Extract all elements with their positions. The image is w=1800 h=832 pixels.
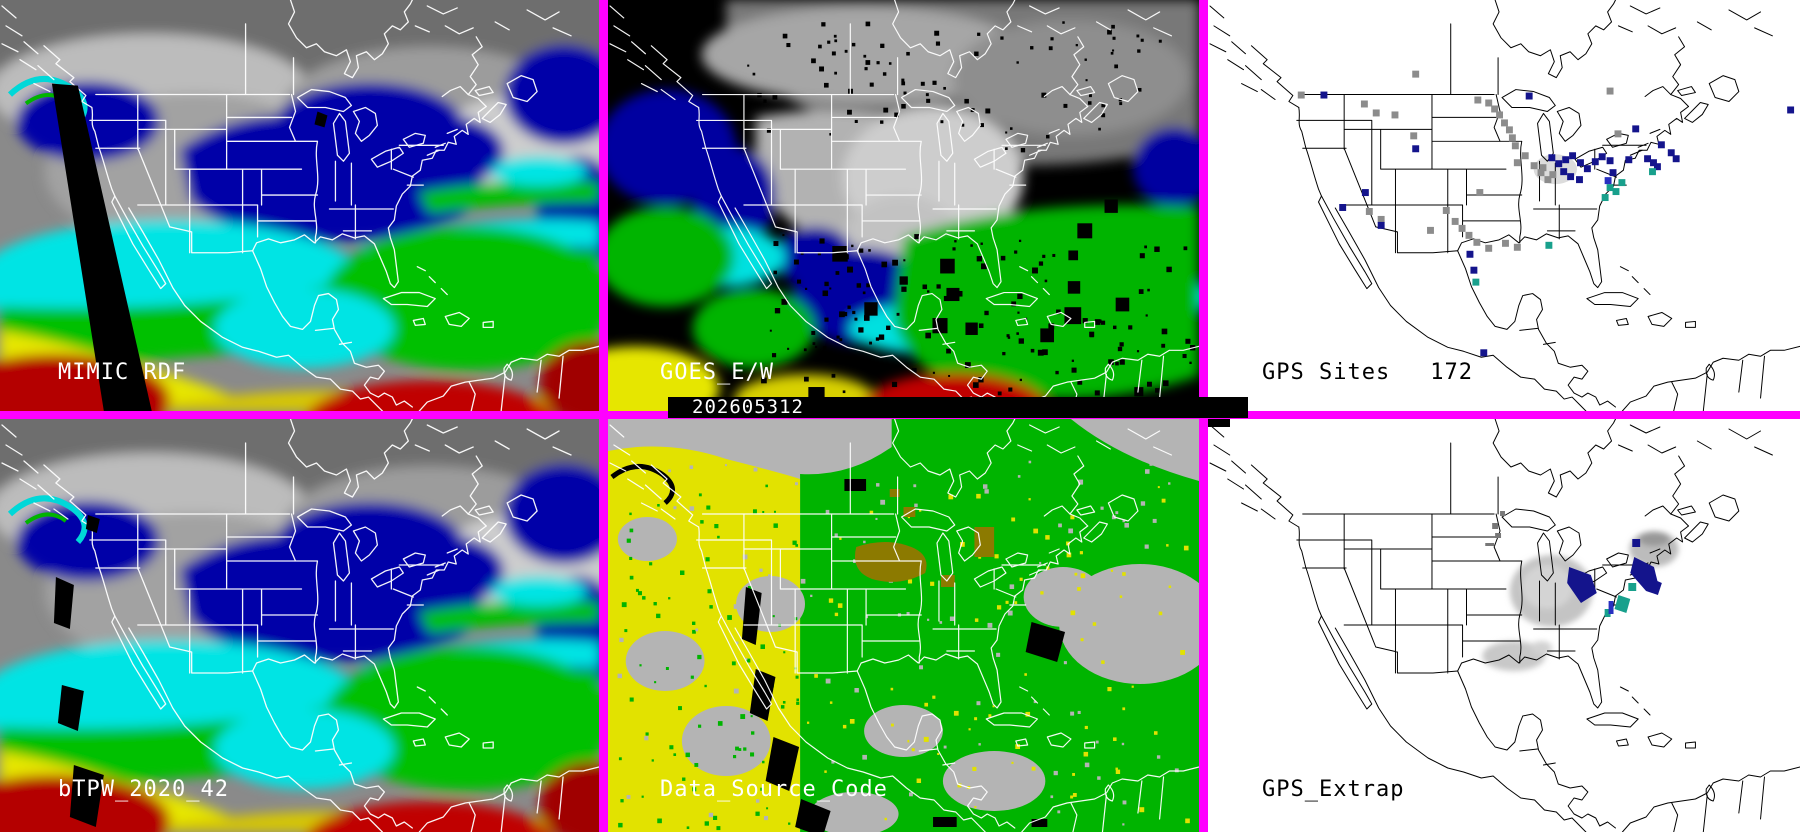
- panel-data-source-code: [608, 419, 1199, 832]
- panel-btpw: [0, 419, 599, 832]
- panel-goes-ew: [608, 0, 1199, 411]
- gps-sites-count: 172: [1430, 360, 1473, 385]
- panel-label-mimic-rdf: MIMIC RDF: [58, 360, 187, 385]
- gps-sites-map-image: [1208, 0, 1800, 411]
- goes-ew-map-image: [608, 0, 1199, 411]
- mimic-rdf-map-image: [0, 0, 599, 411]
- panel-label-gps-extrap: GPS_Extrap: [1262, 777, 1405, 802]
- panel-gps-extrap: [1208, 419, 1800, 832]
- timestamp-bar: 202605312: [668, 397, 1248, 418]
- corner-black-square: [1208, 419, 1230, 427]
- gps-site-markers: [1297, 70, 1795, 357]
- gps-extrap-map-image: [1208, 419, 1800, 832]
- panel-label-gps-sites: GPS Sites 172: [1262, 360, 1473, 385]
- data-source-map-image: [608, 419, 1199, 832]
- panel-label-data-source-code: Data_Source_Code: [660, 777, 888, 802]
- panel-mimic-rdf: [0, 0, 599, 411]
- btpw-map-image: [0, 419, 599, 832]
- panel-label-btpw: bTPW_2020_42: [58, 777, 229, 802]
- panel-gps-sites: [1208, 0, 1800, 411]
- timestamp-text: 202605312: [692, 396, 804, 418]
- vertical-divider-left: [599, 0, 608, 832]
- panel-label-goes-ew: GOES_E/W: [660, 360, 774, 385]
